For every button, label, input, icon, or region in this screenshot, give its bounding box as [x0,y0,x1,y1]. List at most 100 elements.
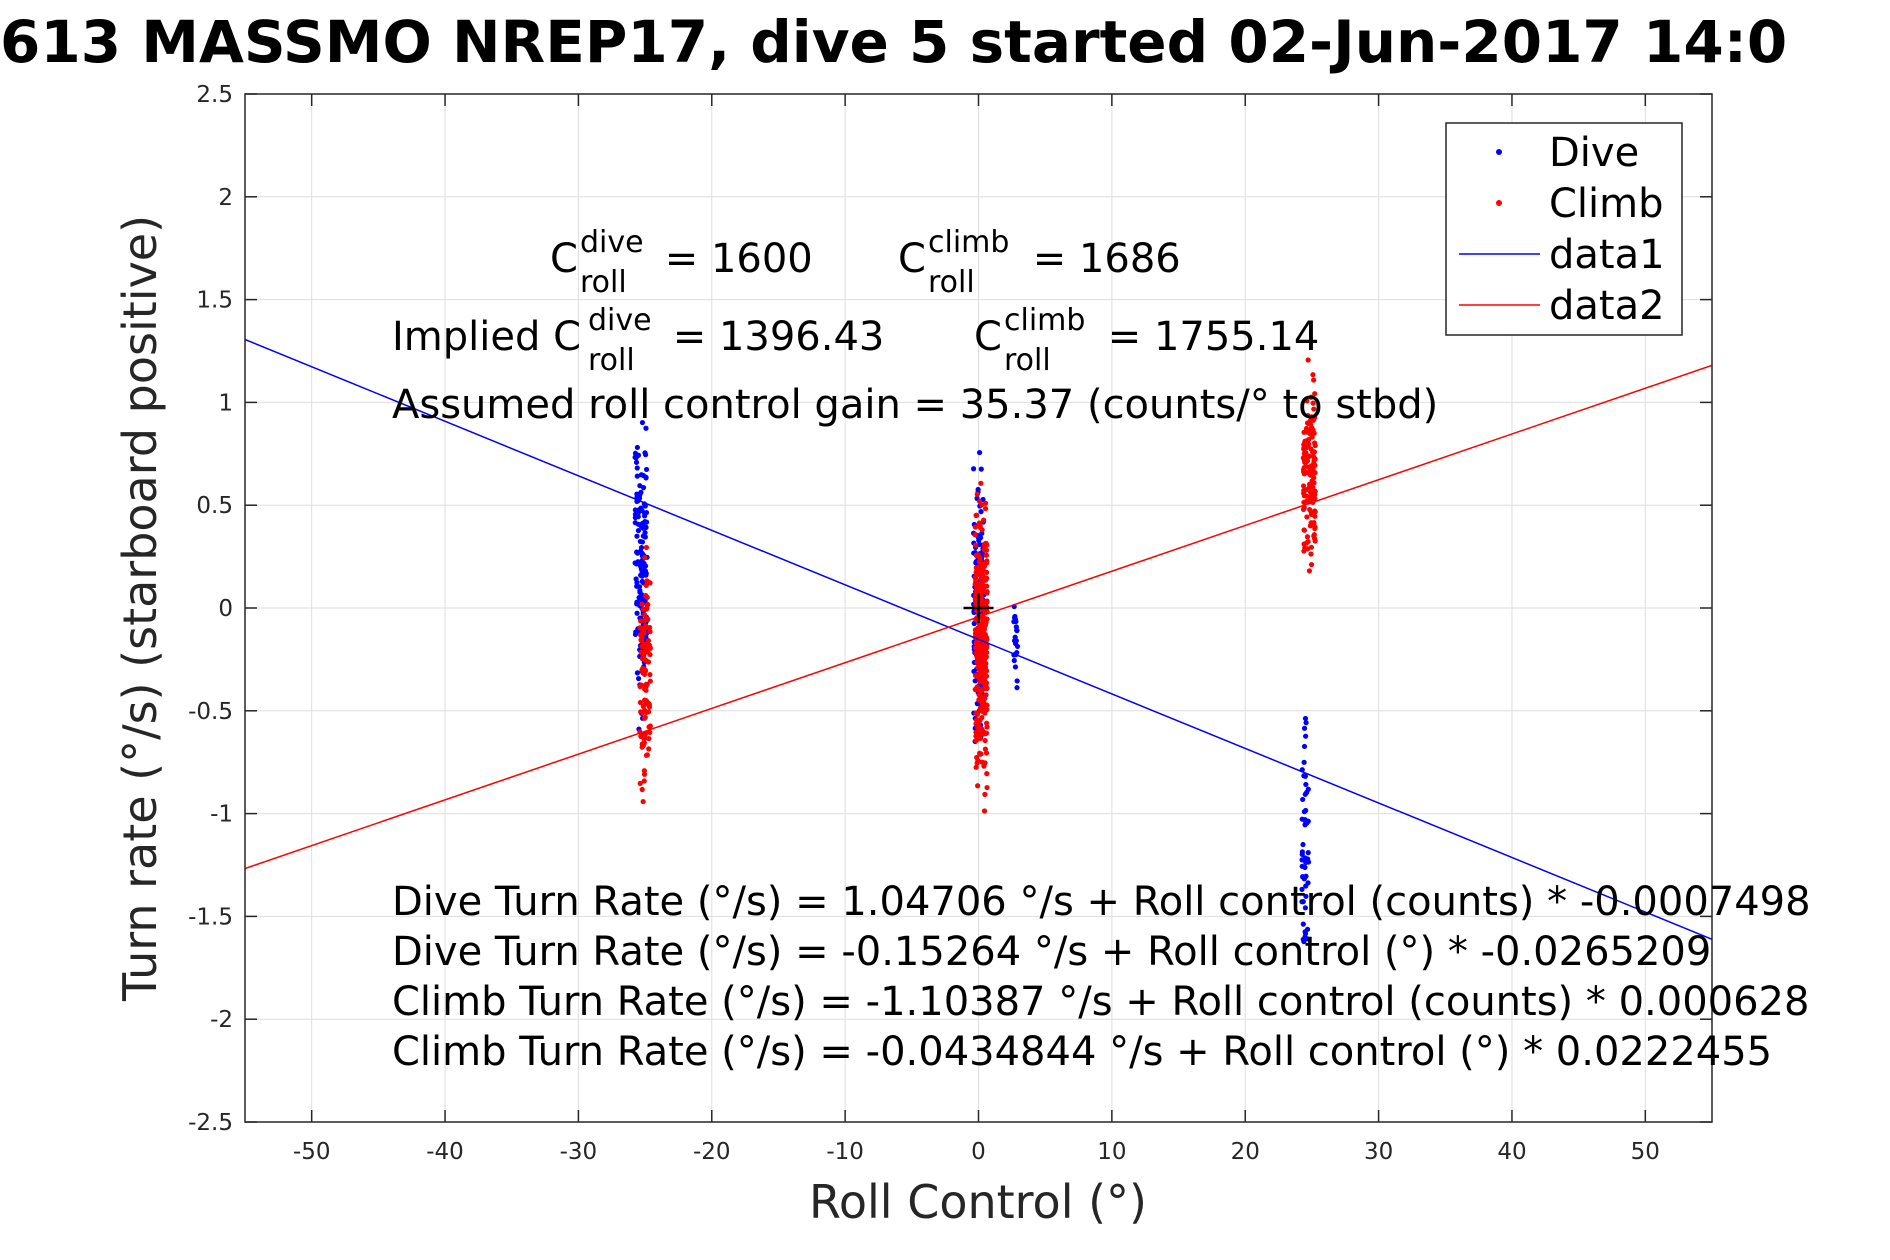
climb-point [975,552,981,558]
legend-dive-marker [1496,149,1502,155]
climb-point [978,726,984,732]
climb-point [981,763,987,769]
climb-point [1303,425,1310,432]
climb-point [974,659,980,665]
y-tick-label: 0.5 [196,493,233,519]
climb-point [1311,454,1317,460]
climb-point [643,582,649,589]
x-tick-label: 30 [1364,1139,1393,1165]
x-tick-label: -40 [426,1139,464,1165]
climb-point [979,561,985,567]
climb-point [1312,513,1318,519]
x-tick-label: 10 [1097,1139,1126,1165]
dive-degrees-equation: Dive Turn Rate (°/s) = -0.15264 °/s + Ro… [392,929,1711,975]
climb-point [637,699,643,706]
climb-point [643,592,649,599]
climb-point [981,808,988,814]
y-tick-label: 2.5 [196,82,233,108]
climb-point [977,524,983,530]
center-marker [963,593,994,623]
c-dive-base: C [550,236,578,282]
dive-point [634,491,640,497]
climb-point [984,598,990,604]
climb-point [976,652,982,658]
climb-point [978,664,985,670]
implied-dive-sub: roll [588,343,635,378]
climb-point [1308,394,1314,400]
dive-point [638,566,644,572]
climb-point [1301,464,1307,471]
dive-point [1304,936,1310,942]
climb-point [1308,544,1315,550]
climb-point [1311,406,1317,412]
dive-point [1302,715,1309,722]
dive-point [640,520,646,527]
dive-point [633,459,640,465]
dive-point [976,449,983,456]
climb-point [978,480,984,486]
dive-point [1012,634,1018,640]
implied-climb-annotation: C climb roll = 1755.14 [974,303,1319,378]
climb-point [984,720,990,726]
dive-point [1299,886,1305,892]
dive-point [1302,905,1309,911]
climb-point [1310,449,1316,455]
dive-point [634,533,640,539]
dive-point [1300,899,1306,905]
dive-point [1300,921,1306,927]
dive-point [643,425,649,431]
climb-point [647,580,653,586]
climb-point [1304,534,1311,540]
climb-point [979,708,986,714]
implied-dive-sup: dive [588,303,652,338]
dive-point [634,579,640,586]
y-axis-label: Turn rate (°/s) (starboard positive) [113,215,167,1002]
dive-point [1299,851,1305,858]
y-tick-label: -2.5 [188,1110,233,1136]
dive-point [1303,720,1309,726]
dive-point [978,466,984,472]
climb-point [1307,489,1314,495]
climb-point [977,678,983,685]
climb-point [642,707,648,714]
dive-point [642,568,649,574]
climb-point [1302,459,1308,465]
climb-point [642,555,648,561]
climb-point [976,717,982,723]
climb-point [641,768,647,774]
chart-title: 613 MASSMO NREP17, dive 5 started 02-Jun… [0,8,1787,76]
dive-point [970,466,977,472]
x-tick-label: -50 [293,1139,331,1165]
climb-point [984,784,990,791]
climb-point [1303,450,1309,456]
climb-point [1303,540,1309,546]
climb-point [984,685,990,691]
legend-climb-label: Climb [1549,181,1664,227]
climb-point [1310,372,1316,378]
dive-point [634,444,640,451]
climb-point [1308,551,1314,557]
dive-point [635,675,642,682]
climb-point [980,576,986,582]
climb-point [974,588,980,594]
dive-point [1304,820,1310,826]
climb-point [1300,483,1307,489]
climb-point [1306,441,1312,447]
climb-point [1310,485,1316,491]
climb-point [974,711,981,717]
climb-point [982,616,988,622]
legend-data2-label: data2 [1549,283,1665,329]
climb-point [1304,546,1311,552]
x-axis-label: Roll Control (°) [809,1175,1147,1229]
c-climb-value: = 1686 [1020,236,1181,282]
climb-point [1301,487,1307,494]
dive-point [634,610,640,616]
climb-point [983,552,990,558]
climb-point [983,654,989,660]
climb-point [977,625,984,631]
climb-point [979,597,985,603]
climb-point [647,671,653,678]
dive-point [635,527,642,534]
dive-point [639,578,645,585]
